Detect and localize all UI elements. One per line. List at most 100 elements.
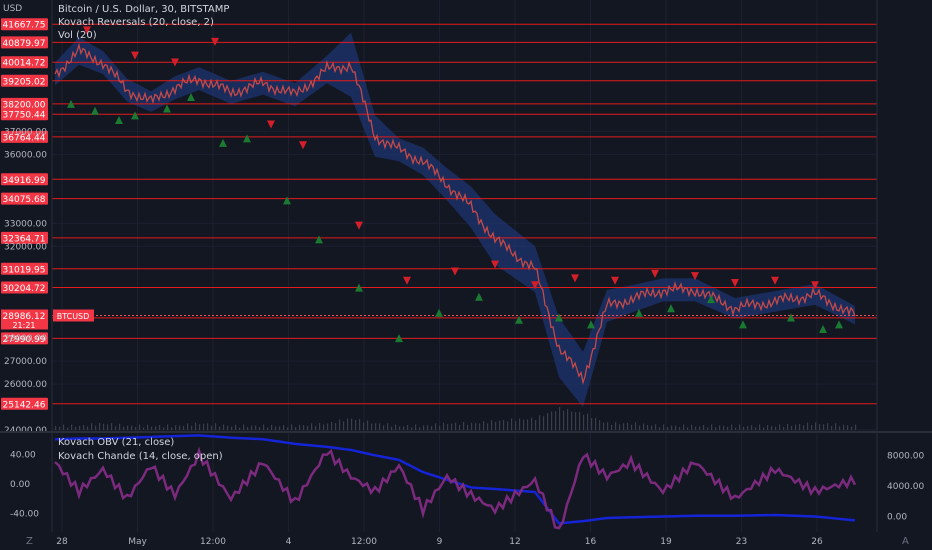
up-reversal-marker [67,99,75,108]
volume-bar [783,426,785,430]
level-value: 40879.97 [3,39,46,49]
volume-bar [619,424,621,430]
volume-bar [627,422,629,430]
volume-bar [399,426,401,430]
level-badge [1,397,48,410]
volume-bar [211,425,213,430]
volume-bar [359,418,361,430]
volume-bar [767,425,769,430]
volume-bars [55,407,857,430]
lower-right-tick: 4000.00 [887,482,924,492]
volume-bar [519,418,521,430]
volume-bar [295,427,297,430]
volume-bar [243,424,245,430]
volume-bar [771,426,773,430]
x-tick-label: 12:00 [351,537,377,547]
volatility-band [55,32,855,408]
volume-bar [351,418,353,430]
volume-bar [259,427,261,430]
lower-right-tick: 0.00 [887,513,907,523]
volume-bar [407,424,409,430]
timezone-icon[interactable]: Z [26,536,33,547]
volume-bar [683,424,685,430]
down-reversal-marker [811,281,819,290]
volume-bar [251,425,253,430]
level-value: 39205.02 [3,77,46,87]
volume-bar [799,424,801,430]
level-badge [1,281,48,294]
volume-bar [487,423,489,430]
volume-bar [59,426,61,430]
volume-bar [763,427,765,430]
volume-bar [279,426,281,430]
level-badge [1,332,48,345]
up-reversal-marker [707,295,715,304]
reversal-markers [67,26,843,343]
volume-bar [255,425,257,430]
volume-bar [567,408,569,430]
indicator-chande-label[interactable]: Kovach Chande (14, close, open) [58,451,223,462]
axes: 28 May 12:00 4 12:00 9 12 16 19 23 26 36000.00 33000… [4,127,823,547]
chande-line [54,446,857,530]
y-tick-label: 27000.00 [4,357,47,367]
indicator-obv-label[interactable]: Kovach OBV (21, close) [58,437,175,448]
x-tick-label: 23 [736,537,747,547]
volume-bar [283,425,285,430]
auto-scale-icon[interactable]: A [902,536,909,547]
up-reversal-marker [131,111,139,120]
volume-bar [751,425,753,430]
down-reversal-marker [571,274,579,283]
volume-bar [423,425,425,430]
volume-bar [719,425,721,430]
volume-bar [535,419,537,430]
volume-bar [447,424,449,430]
countdown-label: 21:21 [12,321,35,330]
volume-bar [207,423,209,430]
current-price-badge [1,309,48,330]
volume-bar [475,423,477,430]
indicator-vol-label[interactable]: Vol (20) [58,30,97,41]
volume-bar [595,417,597,430]
volume-bar [163,427,165,430]
chart-title[interactable]: Bitcoin / U.S. Dollar, 30, BITSTAMP [58,4,230,15]
volume-bar [367,420,369,430]
x-tick-label: 16 [585,537,597,547]
level-badge [1,130,48,143]
volume-bar [491,420,493,430]
level-value: 36764.44 [3,133,46,143]
y-tick-label: 32000.00 [4,242,47,252]
volume-bar [363,422,365,430]
volume-bar [195,422,197,430]
up-reversal-marker [91,106,99,115]
volume-bar [511,418,513,430]
down-reversal-marker [403,276,411,285]
volume-bar [171,427,173,430]
volume-bar [655,424,657,430]
grid [52,0,877,532]
volume-bar [235,424,237,430]
up-reversal-marker [475,292,483,301]
ticker-label: BTCUSD [57,312,90,321]
volume-bar [851,426,853,430]
volume-bar [531,417,533,430]
volume-bar [747,425,749,430]
volume-bar [327,423,329,430]
volume-bar [715,427,717,430]
level-value: 30204.72 [3,284,46,294]
down-reversal-marker [131,51,139,60]
volume-bar [63,424,65,430]
volume-bar [667,427,669,430]
level-badge [1,173,48,186]
up-reversal-marker [787,313,795,322]
volume-bar [563,410,565,430]
indicator-reversals-label[interactable]: Kovach Reversals (20, close, 2) [58,17,214,28]
volume-bar [755,427,757,430]
volume-bar [539,415,541,430]
volume-bar [643,423,645,430]
volume-bar [111,423,113,430]
volume-bar [635,422,637,430]
volume-bar [479,423,481,430]
level-value: 41667.75 [3,21,46,31]
